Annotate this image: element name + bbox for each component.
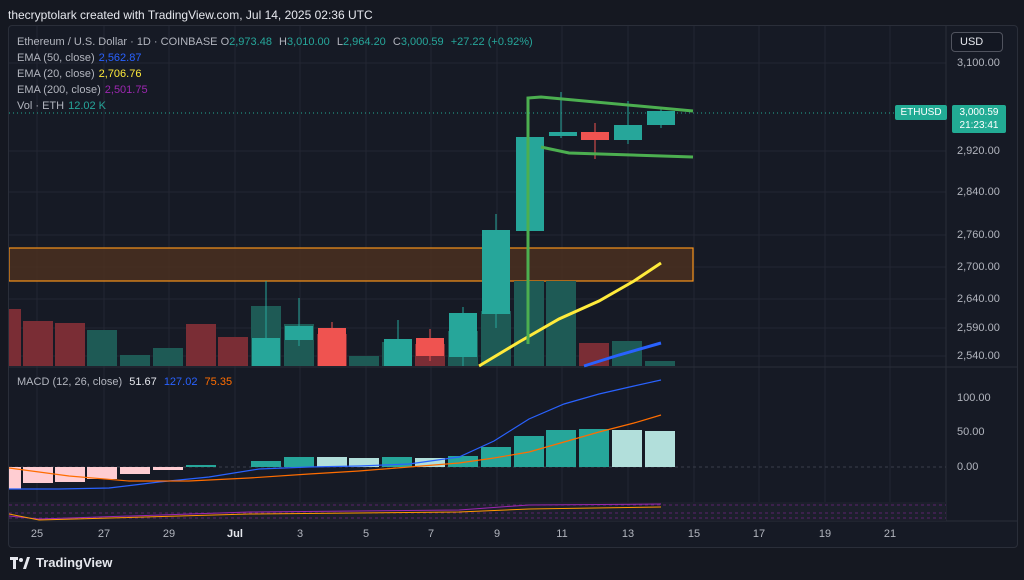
candle — [384, 320, 412, 366]
date-label: 15 — [687, 528, 701, 540]
macd-signal-line — [9, 414, 662, 482]
ema50-legend[interactable]: EMA (50, close) 2,562.87 — [17, 52, 142, 64]
price-scale-label: 3,100.00 — [957, 57, 1000, 69]
open-value: 2,973.48 — [229, 36, 272, 48]
bull-flag-upper-line[interactable] — [526, 95, 694, 344]
candlesticks[interactable] — [252, 92, 675, 366]
tradingview-branding[interactable]: TradingView — [10, 555, 112, 570]
chart-panel[interactable]: Ethereum / U.S. Dollar · 1D · COINBASE O… — [8, 25, 1018, 548]
volume-bar — [87, 330, 117, 366]
price-scale-label: 2,540.00 — [957, 350, 1000, 362]
candle — [449, 307, 477, 366]
low-value: 2,964.20 — [342, 36, 386, 48]
currency-button[interactable]: USD — [951, 32, 1003, 52]
symbol-row[interactable]: Ethereum / U.S. Dollar · 1D · COINBASE O… — [17, 34, 537, 50]
macd-value: 127.02 — [163, 376, 198, 388]
open-key: O — [220, 36, 230, 48]
volume-bar — [186, 324, 216, 366]
bull-flag-lower-line[interactable] — [540, 145, 694, 159]
candle — [252, 281, 280, 366]
date-label: 9 — [493, 528, 501, 540]
candle — [614, 101, 642, 144]
chart-credit: thecryptolark created with TradingView.c… — [8, 8, 373, 22]
macd-scale-label: 50.00 — [957, 426, 985, 438]
volume-bar — [349, 356, 379, 366]
volume-bar — [120, 355, 150, 366]
price-scale-label: 2,700.00 — [957, 261, 1000, 273]
date-label: Jul — [227, 528, 243, 540]
candle — [647, 108, 675, 128]
volume-bar — [218, 337, 248, 366]
candle — [416, 329, 444, 361]
volume-bar — [23, 321, 53, 366]
date-label: 17 — [752, 528, 766, 540]
macd-hist-value: 51.67 — [129, 376, 157, 388]
macd-signal-value: 75.35 — [204, 376, 233, 388]
symbol-price-tag: ETHUSD — [895, 105, 947, 120]
lower-indicator-line-2 — [9, 506, 662, 521]
candle — [285, 298, 313, 346]
chart-canvas[interactable] — [9, 26, 1017, 547]
volume-bar — [9, 309, 21, 366]
chart-legend: Ethereum / U.S. Dollar · 1D · COINBASE O… — [17, 34, 537, 114]
date-label: 3 — [296, 528, 304, 540]
candle — [318, 322, 346, 366]
date-label: 5 — [362, 528, 370, 540]
tradingview-logo-text: TradingView — [36, 555, 113, 570]
volume-legend[interactable]: Vol · ETH 12.02 K — [17, 100, 106, 112]
date-label: 25 — [30, 528, 44, 540]
last-price-value: 3,000.59 — [959, 107, 999, 118]
high-key: H — [279, 36, 287, 48]
macd-scale-label: 0.00 — [957, 461, 979, 473]
macd-histogram — [9, 429, 675, 489]
symbol-title: Ethereum / U.S. Dollar · 1D · COINBASE — [17, 36, 218, 48]
date-label: 27 — [97, 528, 111, 540]
ema200-legend[interactable]: EMA (200, close) 2,501.75 — [17, 84, 148, 96]
price-scale-label: 2,640.00 — [957, 293, 1000, 305]
resistance-zone[interactable] — [9, 247, 694, 282]
macd-legend[interactable]: MACD (12, 26, close) 51.67 127.02 75.35 — [17, 376, 233, 388]
date-label: 13 — [621, 528, 635, 540]
date-label: 11 — [556, 528, 568, 540]
ema50-line[interactable] — [583, 341, 662, 368]
volume-bar — [153, 348, 183, 366]
price-scale-label: 2,590.00 — [957, 322, 1000, 334]
close-value: 3,000.59 — [400, 36, 444, 48]
macd-line — [9, 379, 662, 490]
bar-countdown: 21:23:41 — [959, 120, 999, 131]
candle — [482, 214, 510, 328]
date-label: 7 — [427, 528, 435, 540]
ema20-legend[interactable]: EMA (20, close) 2,706.76 — [17, 68, 142, 80]
macd-scale-label: 100.00 — [957, 392, 991, 404]
tradingview-logo-icon — [10, 556, 30, 569]
price-scale-label: 2,920.00 — [957, 145, 1000, 157]
change-value: +27.22 (+0.92%) — [450, 36, 533, 48]
close-key: C — [392, 36, 401, 48]
date-label: 29 — [162, 528, 176, 540]
price-scale-label: 2,840.00 — [957, 186, 1000, 198]
volume-bar — [645, 361, 675, 366]
price-scale-label: 2,760.00 — [957, 229, 1000, 241]
last-price-tag: 3,000.59 21:23:41 — [952, 105, 1006, 133]
date-label: 21 — [883, 528, 897, 540]
high-value: 3,010.00 — [286, 36, 330, 48]
ema20-line[interactable] — [478, 261, 662, 368]
volume-bar — [55, 323, 85, 366]
low-key: L — [336, 36, 343, 48]
date-label: 19 — [818, 528, 832, 540]
